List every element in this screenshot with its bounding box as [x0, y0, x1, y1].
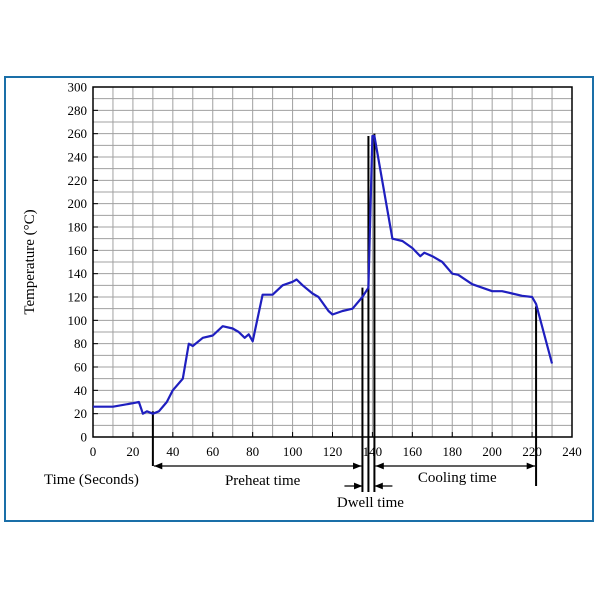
x-tick-label: 80	[246, 444, 259, 459]
y-tick-label: 240	[68, 150, 88, 165]
x-tick-label: 160	[403, 444, 423, 459]
series-line	[93, 134, 554, 415]
y-tick-label: 140	[68, 266, 88, 281]
x-tick-label: 220	[522, 444, 542, 459]
x-tick-label: 20	[126, 444, 139, 459]
y-tick-label: 200	[68, 196, 88, 211]
chart-frame	[4, 76, 594, 522]
x-tick-label: 240	[562, 444, 582, 459]
x-axis-label: Time (Seconds)	[44, 472, 139, 488]
y-tick-label: 120	[68, 290, 88, 305]
y-tick-label: 40	[74, 383, 87, 398]
y-tick-label: 0	[81, 430, 88, 445]
annotations: Preheat time Dwell time Cooling time	[151, 133, 538, 511]
y-tick-label: 160	[68, 243, 88, 258]
x-tick-label: 100	[283, 444, 303, 459]
y-tick-label: 180	[68, 220, 88, 235]
y-axis-label: Temperature (°C)	[22, 209, 38, 314]
y-tick-label: 20	[74, 406, 87, 421]
grid	[93, 87, 572, 437]
y-tick-label: 80	[74, 336, 87, 351]
x-tick-label: 40	[166, 444, 179, 459]
y-tick-label: 60	[74, 360, 87, 375]
x-tick-label: 120	[323, 444, 343, 459]
x-tick-label: 200	[482, 444, 502, 459]
preheat-label: Preheat time	[225, 473, 301, 489]
dwell-label: Dwell time	[337, 495, 404, 511]
cooling-label: Cooling time	[418, 470, 497, 486]
x-tick-label: 140	[363, 444, 383, 459]
y-tick-label: 220	[68, 173, 88, 188]
y-tick-label: 100	[68, 313, 88, 328]
y-tick-label: 300	[68, 80, 88, 95]
x-tick-label: 0	[90, 444, 97, 459]
x-tick-label: 60	[206, 444, 219, 459]
y-tick-label: 260	[68, 126, 88, 141]
x-tick-label: 180	[443, 444, 463, 459]
y-tick-label: 280	[68, 103, 88, 118]
